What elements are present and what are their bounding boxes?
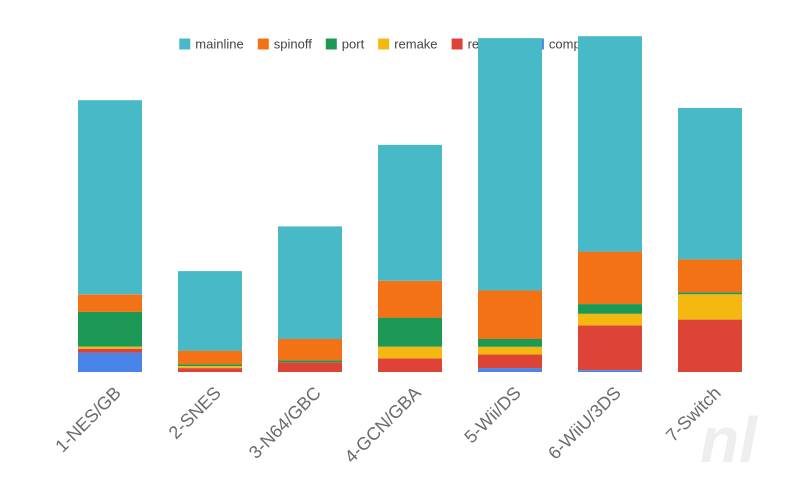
x-tick-label: 5-Wii/DS — [460, 383, 524, 447]
bar-segment-mainline-5 — [478, 38, 542, 291]
x-axis-ticks: 1-NES/GB 2-SNES 3-N64/GBC 4-GCN/GBA 5-Wii/DS… — [51, 383, 725, 467]
bar-segment-remake-4 — [378, 346, 442, 359]
bar-segment-mainline-2 — [178, 271, 242, 351]
bar-segment-port-7 — [678, 292, 742, 295]
bar-segment-compilation-1 — [78, 352, 142, 372]
bar-segment-spinoff-7 — [678, 259, 742, 293]
bar-segment-remake-7 — [678, 294, 742, 320]
x-tick-label: 6-WiiU/3DS — [544, 383, 625, 464]
x-tick-label: 4-GCN/GBA — [341, 383, 425, 467]
bar-segment-remaster-3 — [278, 362, 342, 372]
legend-swatch-mainline — [179, 38, 191, 50]
bar-segment-remake-1 — [78, 346, 142, 349]
bar-segment-remaster-6 — [578, 325, 642, 370]
bar-segment-remaster-5 — [478, 354, 542, 369]
bar-segment-mainline-3 — [278, 226, 342, 339]
bars-group — [78, 36, 742, 372]
legend-swatch-remaster — [451, 38, 463, 50]
legend-item-port: port — [325, 37, 365, 52]
bar-segment-remake-5 — [478, 346, 542, 355]
x-tick-label: 2-SNES — [165, 383, 225, 443]
legend-label-port: port — [342, 37, 365, 52]
legend-swatch-port — [325, 38, 337, 50]
bar-segment-compilation-5 — [478, 368, 542, 372]
legend-swatch-spinoff — [257, 38, 269, 50]
bar-segment-port-5 — [478, 339, 542, 347]
legend-label-remake: remake — [394, 37, 437, 52]
bar-segment-spinoff-6 — [578, 251, 642, 304]
bar-segment-port-1 — [78, 311, 142, 347]
x-tick-label: 3-N64/GBC — [245, 383, 325, 463]
bar-segment-port-4 — [378, 317, 442, 347]
bar-segment-mainline-7 — [678, 108, 742, 260]
bar-segment-spinoff-1 — [78, 294, 142, 312]
legend-swatch-remake — [378, 38, 390, 50]
bar-segment-mainline-4 — [378, 144, 442, 281]
bar-segment-spinoff-2 — [178, 350, 242, 365]
x-tick-label: 1-NES/GB — [51, 383, 125, 457]
legend-item-remake: remake — [378, 37, 438, 52]
bar-segment-port-3 — [278, 360, 342, 363]
bar-segment-port-2 — [178, 364, 242, 367]
bar-segment-remake-6 — [578, 313, 642, 326]
bar-segment-mainline-1 — [78, 100, 142, 295]
legend-item-spinoff: spinoff — [257, 37, 312, 52]
bar-segment-remaster-2 — [178, 368, 242, 372]
bar-segment-remake-2 — [178, 366, 242, 369]
legend-item-mainline: mainline — [179, 37, 244, 52]
legend-label-spinoff: spinoff — [274, 37, 312, 52]
bar-segment-remaster-4 — [378, 358, 442, 372]
bar-segment-remaster-1 — [78, 348, 142, 353]
bar-segment-spinoff-4 — [378, 280, 442, 318]
legend-label-mainline: mainline — [195, 37, 243, 52]
bar-segment-compilation-6 — [578, 370, 642, 372]
bar-segment-mainline-6 — [578, 36, 642, 252]
watermark-logo: nl — [700, 404, 758, 476]
bar-segment-remaster-7 — [678, 319, 742, 372]
legend: mainlinespinoffportremakeremastercompila… — [179, 37, 615, 52]
bar-segment-port-6 — [578, 304, 642, 314]
bar-segment-spinoff-3 — [278, 339, 342, 361]
bar-segment-spinoff-5 — [478, 290, 542, 339]
